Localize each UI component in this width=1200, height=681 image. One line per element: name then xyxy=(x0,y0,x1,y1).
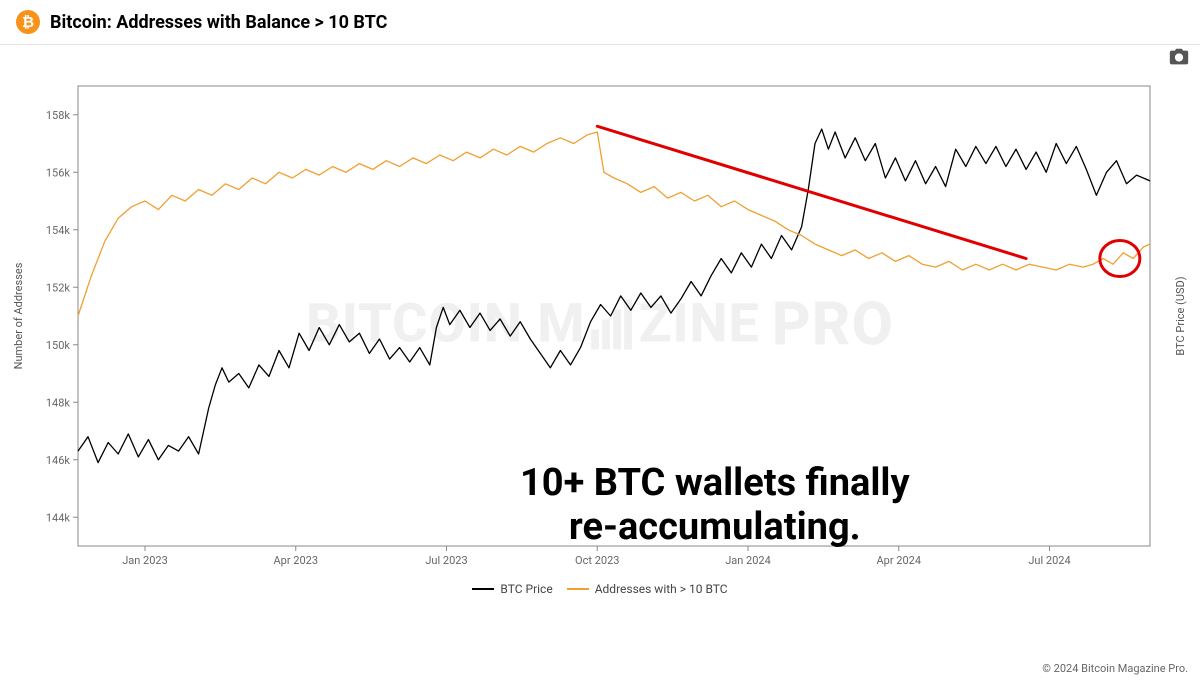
svg-text:146k: 146k xyxy=(46,454,71,467)
svg-text:154k: 154k xyxy=(46,224,71,237)
svg-text:BTC Price (USD): BTC Price (USD) xyxy=(1174,276,1187,355)
camera-icon[interactable] xyxy=(1166,46,1192,68)
svg-text:Jan 2023: Jan 2023 xyxy=(122,554,168,567)
svg-text:Oct 2023: Oct 2023 xyxy=(575,554,619,567)
legend-label: Addresses with > 10 BTC xyxy=(595,582,728,596)
svg-text:158k: 158k xyxy=(46,109,71,122)
svg-text:148k: 148k xyxy=(46,396,71,409)
chart-title: Bitcoin: Addresses with Balance > 10 BTC xyxy=(50,12,387,33)
chart-legend: BTC Price Addresses with > 10 BTC xyxy=(0,582,1200,596)
chart-header: ₿ Bitcoin: Addresses with Balance > 10 B… xyxy=(0,0,1200,45)
legend-swatch xyxy=(472,588,494,590)
svg-text:Apr 2023: Apr 2023 xyxy=(273,554,318,567)
bitcoin-logo-icon: ₿ xyxy=(16,10,40,34)
svg-text:Apr 2024: Apr 2024 xyxy=(876,554,921,567)
svg-text:Number of Addresses: Number of Addresses xyxy=(12,262,25,369)
chart-area: 144k 146k 148k 150k 152k 154k 156k 158k Number o… xyxy=(0,78,1200,638)
annotation-line-2: re-accumulating. xyxy=(520,506,910,550)
legend-swatch xyxy=(567,588,589,590)
legend-label: BTC Price xyxy=(500,582,552,596)
copyright-footer: © 2024 Bitcoin Magazine Pro. xyxy=(1042,662,1188,675)
legend-item-addresses: Addresses with > 10 BTC xyxy=(567,582,728,596)
annotation-line-1: 10+ BTC wallets finally xyxy=(520,462,910,506)
svg-text:152k: 152k xyxy=(46,281,71,294)
svg-text:150k: 150k xyxy=(46,339,71,352)
svg-text:144k: 144k xyxy=(46,511,71,524)
chart-annotation: 10+ BTC wallets finally re-accumulating. xyxy=(520,462,910,549)
svg-text:Jan 2024: Jan 2024 xyxy=(725,554,771,567)
svg-text:Jul 2024: Jul 2024 xyxy=(1028,554,1070,567)
toolbar xyxy=(1166,46,1192,68)
legend-item-price: BTC Price xyxy=(472,582,552,596)
svg-text:Jul 2023: Jul 2023 xyxy=(425,554,467,567)
svg-text:156k: 156k xyxy=(46,166,71,179)
page-root: ₿ Bitcoin: Addresses with Balance > 10 B… xyxy=(0,0,1200,681)
